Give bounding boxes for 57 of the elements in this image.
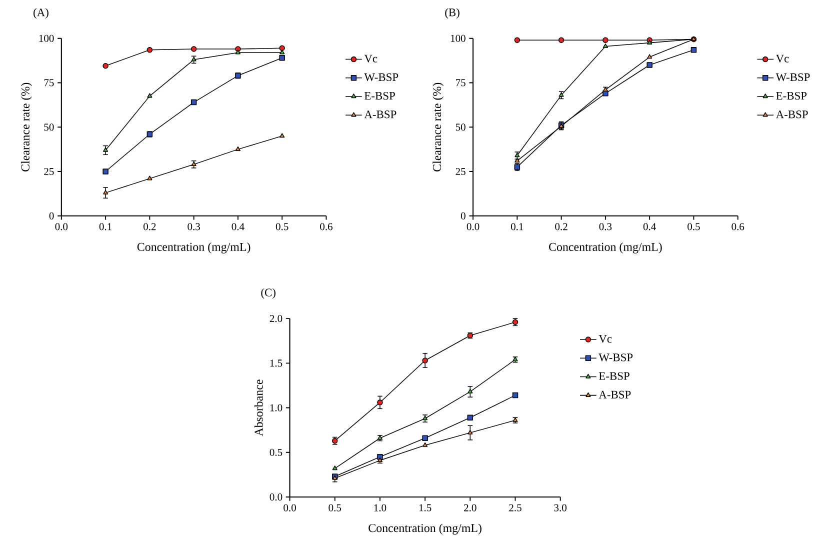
y-tick-label: 1.5 bbox=[270, 360, 282, 367]
chart-title: (A) bbox=[34, 8, 48, 19]
y-tick-label: 0.0 bbox=[270, 494, 282, 501]
y-tick-label: 0.5 bbox=[270, 448, 282, 456]
x-tick-label: 0.4 bbox=[232, 223, 244, 230]
legend-label: A-BSP bbox=[776, 110, 808, 118]
x-axis-title: Concentration (mg/mL) bbox=[549, 242, 662, 254]
y-tick-label: 50 bbox=[456, 124, 466, 131]
x-tick-label: 0.1 bbox=[511, 223, 524, 230]
legend-label: E-BSP bbox=[364, 92, 395, 100]
y-tick-label: 2.0 bbox=[270, 315, 282, 322]
y-tick-label: 75 bbox=[456, 79, 466, 86]
legend-label: A-BSP bbox=[598, 390, 631, 399]
legend-label: A-BSP bbox=[364, 110, 396, 118]
x-tick-label: 0.0 bbox=[284, 504, 296, 512]
legend-label: Vc bbox=[598, 335, 612, 343]
x-tick-label: 0.1 bbox=[99, 223, 112, 230]
legend-label: E-BSP bbox=[598, 372, 630, 380]
y-tick-label: 1.0 bbox=[270, 404, 282, 412]
y-tick-label: 100 bbox=[39, 34, 54, 42]
legend-label: Vc bbox=[364, 54, 378, 63]
y-tick-label: 100 bbox=[450, 34, 466, 42]
x-tick-label: 1.0 bbox=[374, 504, 386, 512]
y-axis-title: Clearance rate (%) bbox=[21, 83, 32, 172]
y-tick-label: 0 bbox=[460, 212, 466, 220]
x-tick-label: 0.5 bbox=[328, 504, 342, 512]
y-tick-label: 75 bbox=[44, 79, 54, 86]
x-axis-title: Concentration (mg/mL) bbox=[368, 524, 482, 535]
x-tick-label: 0.3 bbox=[188, 223, 200, 230]
x-tick-label: 0.0 bbox=[466, 223, 480, 230]
y-axis-title: Absorbance bbox=[254, 380, 263, 436]
x-tick-label: 3.0 bbox=[554, 504, 567, 512]
x-tick-label: 2.5 bbox=[509, 504, 522, 512]
y-tick-label: 50 bbox=[44, 124, 54, 131]
x-tick-label: 0.2 bbox=[555, 223, 568, 230]
x-tick-label: 0.5 bbox=[688, 223, 700, 230]
x-tick-label: 0.5 bbox=[276, 223, 288, 230]
x-tick-label: 0.6 bbox=[732, 223, 744, 230]
x-tick-label: 0.4 bbox=[643, 223, 656, 230]
y-tick-label: 25 bbox=[456, 168, 466, 176]
x-tick-label: 0.2 bbox=[144, 223, 156, 230]
legend-label: W-BSP bbox=[598, 354, 633, 362]
x-axis-title: Concentration (mg/mL) bbox=[137, 242, 250, 254]
legend-label: W-BSP bbox=[776, 73, 810, 82]
y-tick-label: 25 bbox=[44, 168, 54, 176]
y-axis-title: Clearance rate (%) bbox=[432, 83, 444, 172]
legend-label: W-BSP bbox=[364, 73, 398, 82]
chart-title: (B) bbox=[445, 8, 460, 19]
x-tick-label: 0.6 bbox=[320, 223, 332, 230]
chart-title: (C) bbox=[261, 288, 276, 299]
x-tick-label: 0.3 bbox=[599, 223, 612, 230]
legend-label: E-BSP bbox=[776, 92, 807, 100]
x-tick-label: 2.0 bbox=[464, 504, 476, 512]
legend-label: Vc bbox=[776, 54, 789, 63]
x-tick-label: 0.0 bbox=[55, 223, 68, 230]
y-tick-label: 0 bbox=[49, 212, 54, 220]
x-tick-label: 1.5 bbox=[419, 504, 432, 512]
